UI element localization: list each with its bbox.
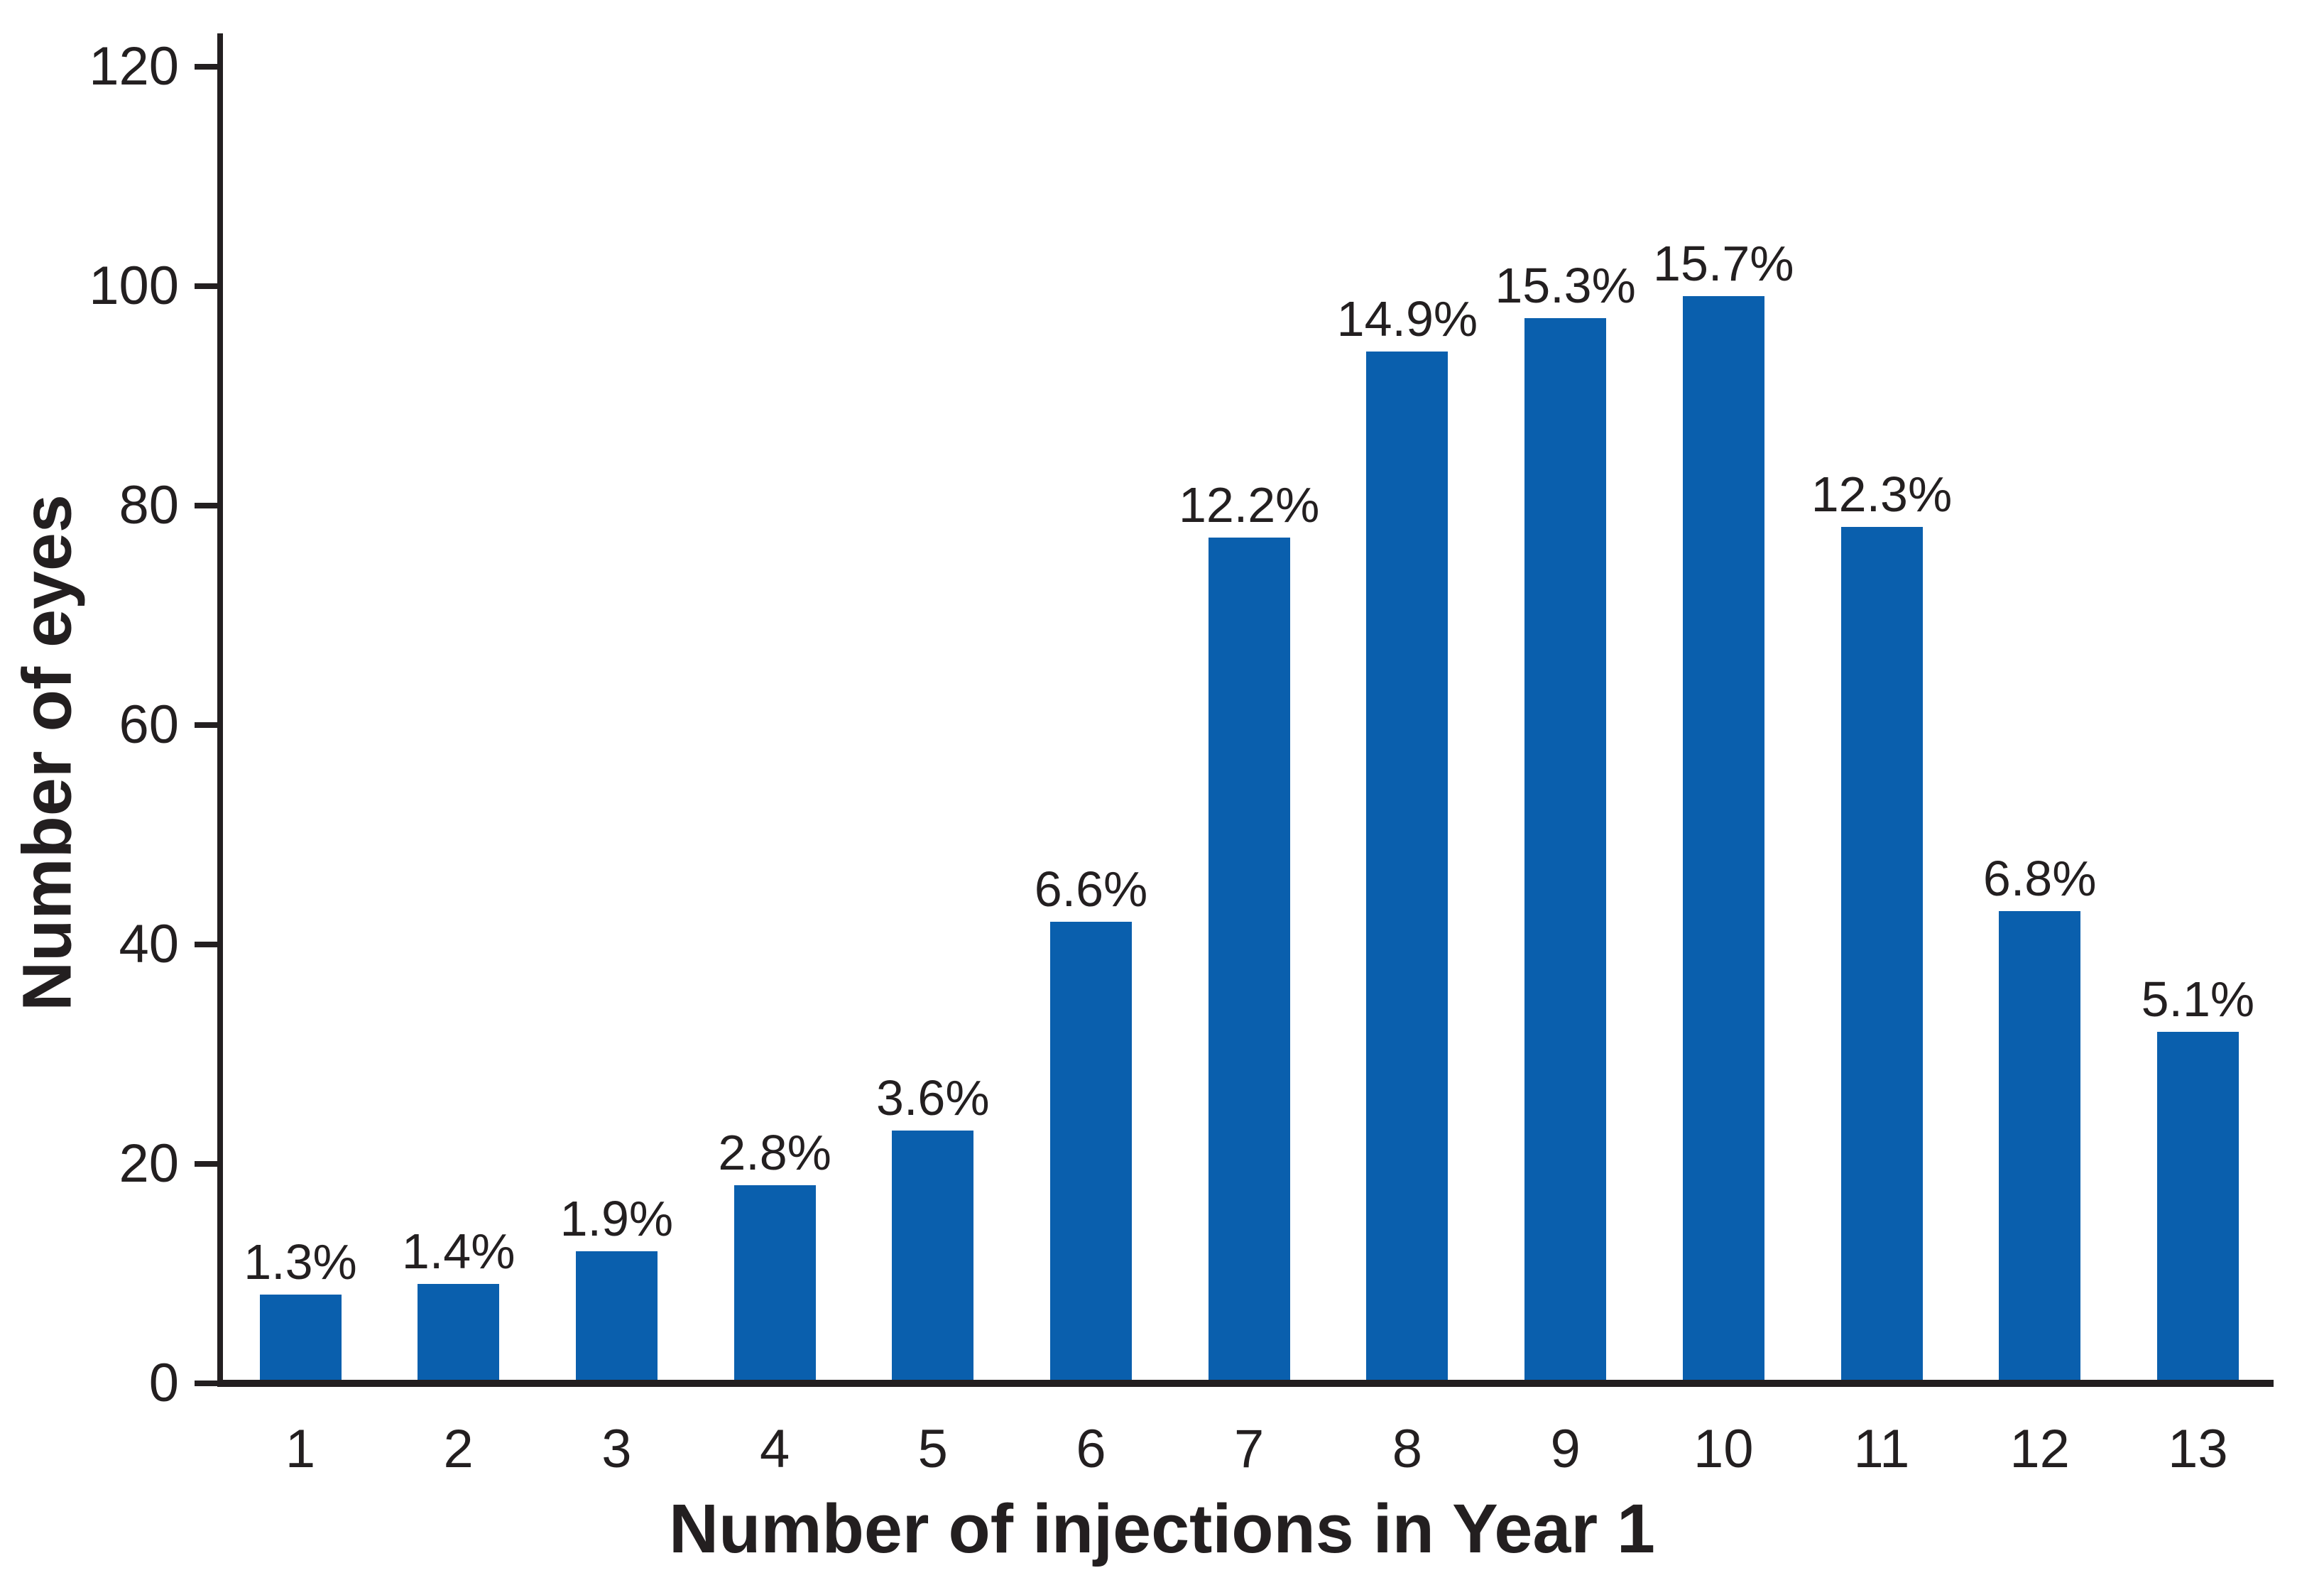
bar — [1682, 296, 1764, 1383]
x-axis-tick-label: 8 — [1392, 1419, 1423, 1479]
bar — [2156, 1032, 2239, 1383]
bar — [1366, 352, 1449, 1383]
y-axis-tick-label: 120 — [89, 36, 179, 97]
bar-value-label: 1.4% — [401, 1224, 515, 1279]
x-axis-tick-label: 3 — [601, 1419, 632, 1479]
y-axis-tick — [195, 64, 217, 70]
x-axis-tick-label: 11 — [1853, 1419, 1910, 1479]
bar — [1524, 318, 1607, 1383]
y-axis-tick-label: 40 — [119, 914, 179, 974]
x-axis-tick-label: 10 — [1693, 1419, 1754, 1479]
bar — [575, 1251, 658, 1383]
bar-value-label: 5.1% — [2141, 971, 2255, 1027]
y-axis-tick — [195, 283, 217, 289]
bar-value-label: 15.3% — [1495, 258, 1636, 313]
x-axis-tick-label: 7 — [1234, 1419, 1265, 1479]
bar-value-label: 14.9% — [1336, 291, 1478, 347]
bar-value-label: 12.3% — [1811, 467, 1953, 522]
y-axis-tick-label: 100 — [89, 256, 179, 316]
x-axis-tick-label: 12 — [2009, 1419, 2070, 1479]
bar-value-label: 1.9% — [560, 1191, 674, 1246]
x-axis-line — [217, 1380, 2274, 1387]
y-axis-tick — [195, 942, 217, 947]
bar — [733, 1185, 816, 1383]
bar — [892, 1131, 974, 1383]
bar-value-label: 2.8% — [718, 1125, 831, 1180]
bar — [259, 1295, 342, 1383]
bar-value-label: 6.8% — [1982, 851, 2097, 906]
y-axis-line — [217, 33, 223, 1387]
x-axis-tick-label: 13 — [2168, 1419, 2228, 1479]
x-axis-tick-label: 1 — [285, 1419, 316, 1479]
y-axis-tick-label: 20 — [119, 1133, 179, 1194]
x-axis-tick-label: 4 — [759, 1419, 790, 1479]
y-axis-tick-label: 60 — [119, 695, 179, 755]
y-axis-tick — [195, 503, 217, 508]
bar-value-label: 15.7% — [1653, 236, 1794, 291]
bar-value-label: 12.2% — [1178, 477, 1320, 533]
y-axis-tick — [195, 722, 217, 728]
x-axis-tick-label: 6 — [1076, 1419, 1106, 1479]
bar — [1050, 922, 1132, 1383]
y-axis-tick-label: 0 — [148, 1353, 179, 1413]
x-axis-tick-label: 2 — [443, 1419, 474, 1479]
x-axis-tick-label: 9 — [1550, 1419, 1581, 1479]
y-axis-tick — [195, 1161, 217, 1167]
x-axis-title: Number of injections in Year 1 — [669, 1490, 1655, 1567]
y-axis-tick-label: 80 — [119, 475, 179, 535]
bar — [1208, 538, 1290, 1383]
bar-value-label: 6.6% — [1034, 861, 1148, 917]
x-axis-tick-label: 5 — [917, 1419, 948, 1479]
bar — [1999, 911, 2081, 1383]
bar — [418, 1284, 500, 1383]
bar-value-label: 1.3% — [244, 1234, 357, 1290]
bar — [1840, 527, 1923, 1383]
y-axis-tick — [195, 1381, 217, 1386]
bar-value-label: 3.6% — [876, 1070, 990, 1126]
